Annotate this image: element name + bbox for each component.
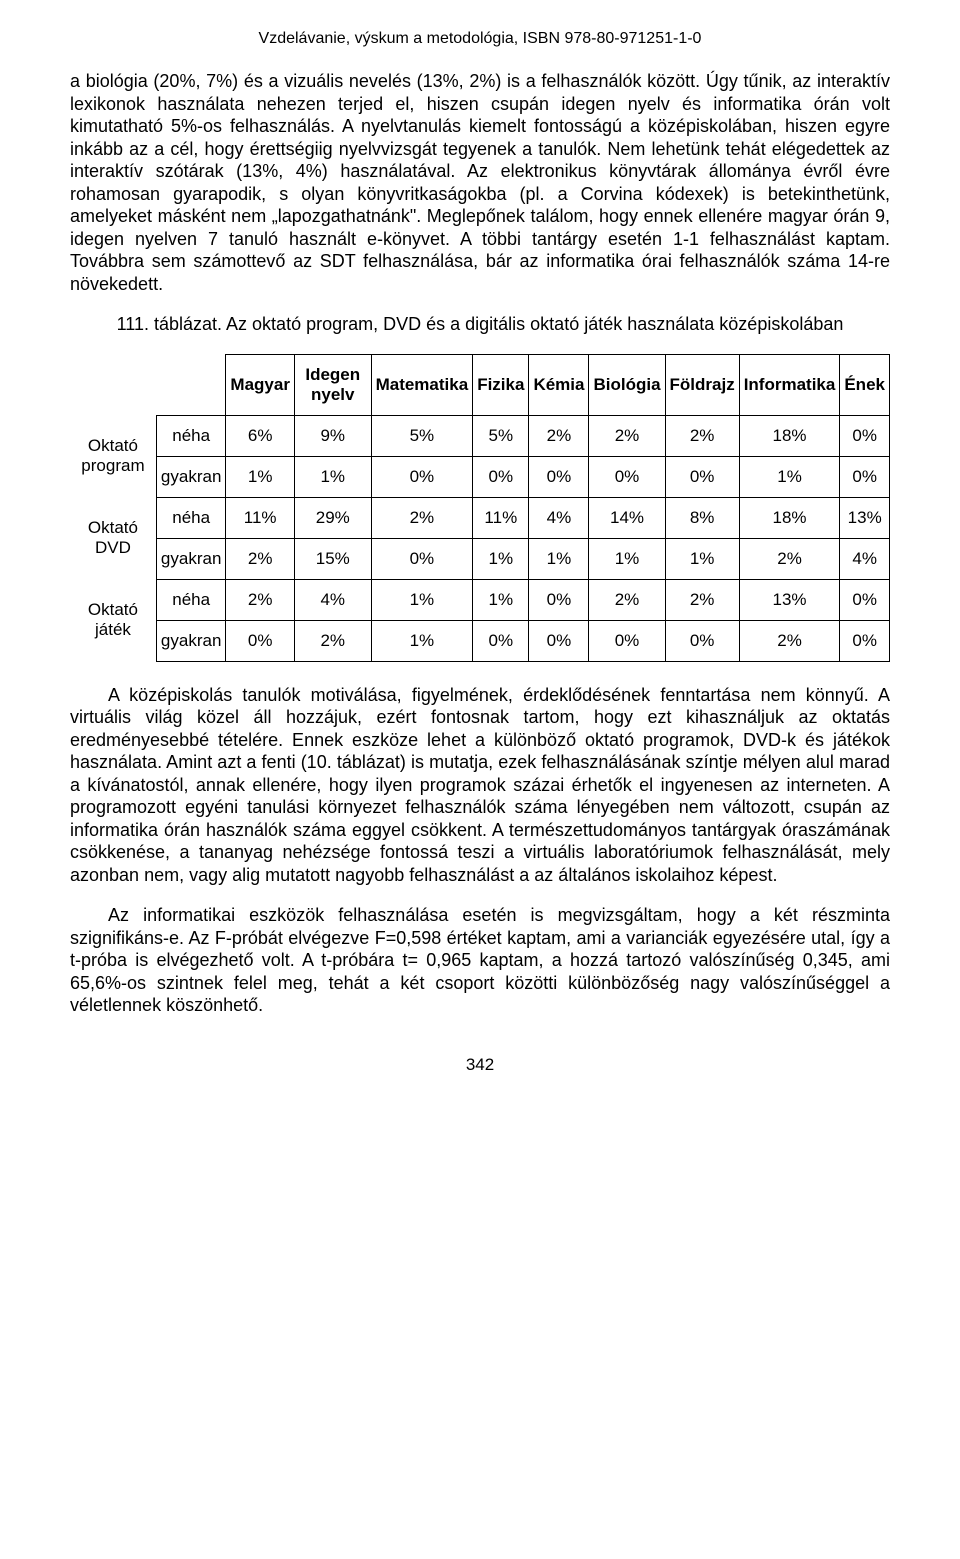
paragraph-1: a biológia (20%, 7%) és a vizuális nevel… <box>70 70 890 295</box>
table-header-row: Magyar Idegen nyelv Matematika Fizika Ké… <box>70 354 890 415</box>
cell: 0% <box>226 620 295 661</box>
col-matek: Matematika <box>371 354 473 415</box>
cell: 13% <box>739 579 840 620</box>
col-fizika: Fizika <box>473 354 529 415</box>
cell: 2% <box>294 620 371 661</box>
cell: 0% <box>589 456 665 497</box>
cell: 4% <box>840 538 890 579</box>
header-blank-2 <box>156 354 225 415</box>
cell: 0% <box>665 456 739 497</box>
table-row: Oktató játék néha 2% 4% 1% 1% 0% 2% 2% 1… <box>70 579 890 620</box>
cell: 0% <box>840 579 890 620</box>
cell: 0% <box>665 620 739 661</box>
table-row: gyakran 1% 1% 0% 0% 0% 0% 0% 1% 0% <box>70 456 890 497</box>
cell: 2% <box>529 415 589 456</box>
col-enek: Ének <box>840 354 890 415</box>
cell: 8% <box>665 497 739 538</box>
cell: 1% <box>739 456 840 497</box>
cell: 15% <box>294 538 371 579</box>
cell: 2% <box>739 538 840 579</box>
table-caption: 111. táblázat. Az oktató program, DVD és… <box>70 313 890 336</box>
cell: 1% <box>589 538 665 579</box>
cell: 9% <box>294 415 371 456</box>
group-label-0: Oktató program <box>70 415 156 497</box>
cell: 14% <box>589 497 665 538</box>
cell: 1% <box>371 579 473 620</box>
freq-label: néha <box>156 579 225 620</box>
cell: 0% <box>529 456 589 497</box>
table-row: gyakran 2% 15% 0% 1% 1% 1% 1% 2% 4% <box>70 538 890 579</box>
cell: 18% <box>739 415 840 456</box>
cell: 1% <box>473 579 529 620</box>
cell: 2% <box>226 538 295 579</box>
cell: 0% <box>371 538 473 579</box>
header-blank-1 <box>70 354 156 415</box>
group-label-2: Oktató játék <box>70 579 156 661</box>
cell: 1% <box>473 538 529 579</box>
cell: 2% <box>589 579 665 620</box>
cell: 2% <box>589 415 665 456</box>
col-biologia: Biológia <box>589 354 665 415</box>
table-row: gyakran 0% 2% 1% 0% 0% 0% 0% 2% 0% <box>70 620 890 661</box>
cell: 2% <box>371 497 473 538</box>
cell: 0% <box>529 620 589 661</box>
page-number: 342 <box>70 1055 890 1075</box>
page-header: Vzdelávanie, výskum a metodológia, ISBN … <box>70 30 890 48</box>
cell: 11% <box>226 497 295 538</box>
col-kemia: Kémia <box>529 354 589 415</box>
cell: 1% <box>665 538 739 579</box>
col-foldrajz: Földrajz <box>665 354 739 415</box>
freq-label: gyakran <box>156 538 225 579</box>
table-row: Oktató program néha 6% 9% 5% 5% 2% 2% 2%… <box>70 415 890 456</box>
cell: 1% <box>529 538 589 579</box>
cell: 11% <box>473 497 529 538</box>
cell: 2% <box>739 620 840 661</box>
cell: 2% <box>226 579 295 620</box>
cell: 0% <box>473 620 529 661</box>
cell: 0% <box>529 579 589 620</box>
freq-label: néha <box>156 497 225 538</box>
cell: 1% <box>371 620 473 661</box>
cell: 0% <box>840 456 890 497</box>
col-magyar: Magyar <box>226 354 295 415</box>
cell: 1% <box>226 456 295 497</box>
table-body: Oktató program néha 6% 9% 5% 5% 2% 2% 2%… <box>70 415 890 661</box>
cell: 0% <box>840 620 890 661</box>
cell: 4% <box>294 579 371 620</box>
freq-label: gyakran <box>156 456 225 497</box>
table-row: Oktató DVD néha 11% 29% 2% 11% 4% 14% 8%… <box>70 497 890 538</box>
cell: 0% <box>840 415 890 456</box>
cell: 29% <box>294 497 371 538</box>
freq-label: gyakran <box>156 620 225 661</box>
col-idegen: Idegen nyelv <box>294 354 371 415</box>
cell: 2% <box>665 415 739 456</box>
cell: 0% <box>589 620 665 661</box>
group-label-1: Oktató DVD <box>70 497 156 579</box>
cell: 13% <box>840 497 890 538</box>
freq-label: néha <box>156 415 225 456</box>
cell: 5% <box>473 415 529 456</box>
cell: 0% <box>473 456 529 497</box>
cell: 5% <box>371 415 473 456</box>
cell: 2% <box>665 579 739 620</box>
cell: 6% <box>226 415 295 456</box>
cell: 4% <box>529 497 589 538</box>
data-table: Magyar Idegen nyelv Matematika Fizika Ké… <box>70 354 890 662</box>
cell: 1% <box>294 456 371 497</box>
paragraph-2: A középiskolás tanulók motiválása, figye… <box>70 684 890 887</box>
cell: 18% <box>739 497 840 538</box>
cell: 0% <box>371 456 473 497</box>
col-inform: Informatika <box>739 354 840 415</box>
paragraph-3: Az informatikai eszközök felhasználása e… <box>70 904 890 1017</box>
